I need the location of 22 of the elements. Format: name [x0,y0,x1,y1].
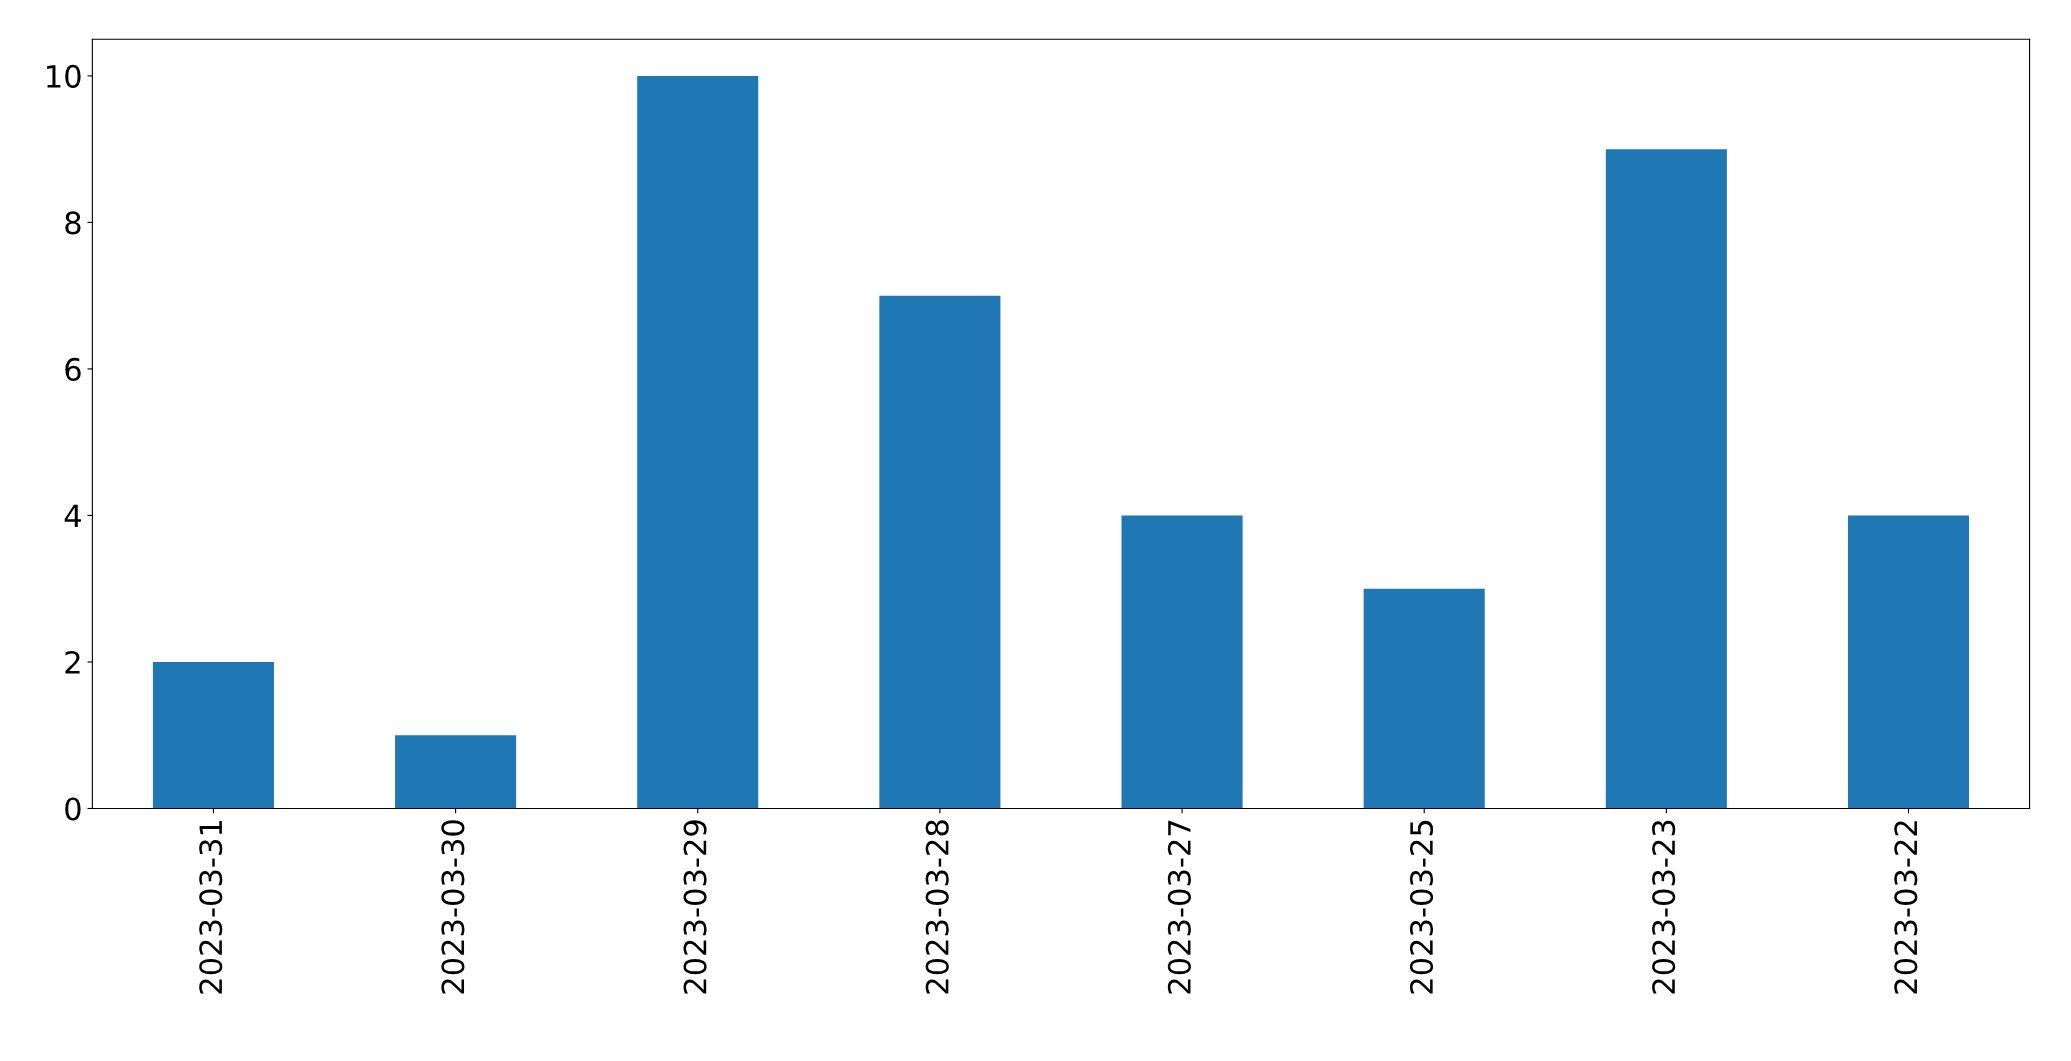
x-tick-label: 2023-03-30 [441,820,465,994]
bar [152,661,274,809]
x-tick-label: 2023-03-29 [683,820,707,994]
x-tick-label: 2023-03-23 [1652,820,1676,994]
y-tick-label: 2 [65,650,80,674]
y-tick-label: 10 [47,64,81,88]
bar [1605,149,1727,809]
y-tick-label: 8 [65,211,81,235]
y-tick-label: 4 [64,504,81,528]
x-tick-label: 2023-03-28 [925,820,949,994]
bar [1121,515,1243,809]
bar [1847,515,1970,809]
bar [1363,588,1485,809]
y-tick-label: 0 [65,797,81,821]
x-tick-label: 2023-03-25 [1409,820,1434,994]
bar [879,295,1001,809]
bar [395,735,517,809]
y-tick-label: 6 [65,357,81,381]
x-tick-label: 2023-03-31 [199,821,223,994]
bar [637,75,759,809]
x-tick-label: 2023-03-27 [1167,820,1191,994]
x-tick-label: 2023-03-22 [1894,821,1918,994]
